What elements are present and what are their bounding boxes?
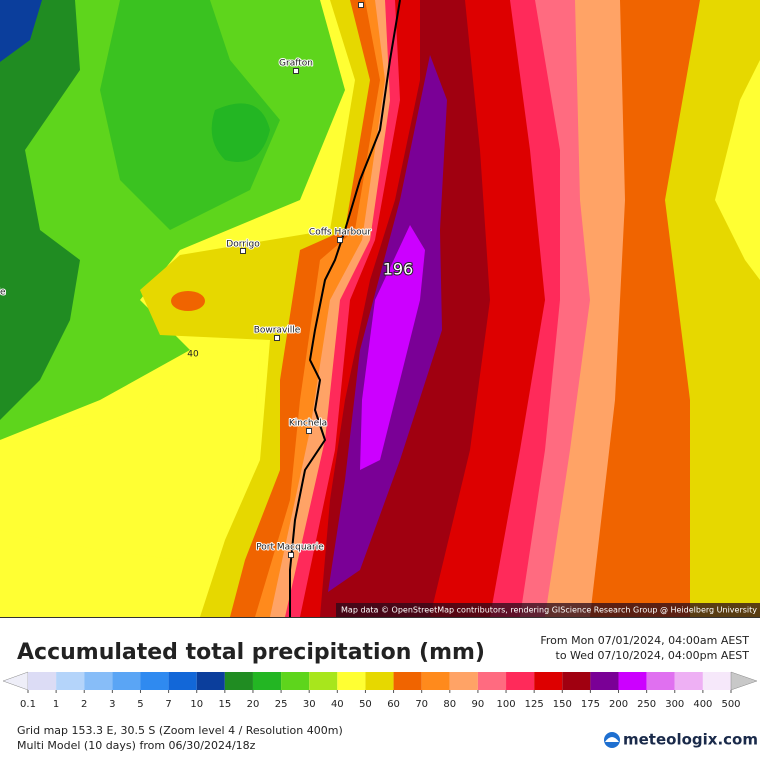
legend-swatch — [168, 672, 197, 690]
legend-tick-label: 400 — [693, 699, 712, 710]
legend-swatch — [674, 672, 703, 690]
attribution: Map data © OpenStreetMap contributors, r… — [341, 606, 757, 615]
legend-swatch — [618, 672, 647, 690]
legend-tick-label: 500 — [721, 699, 740, 710]
legend-tick-label: 15 — [218, 699, 231, 710]
legend-tick-label: 25 — [275, 699, 288, 710]
map-band — [0, 0, 42, 62]
legend-tick-label: 80 — [443, 699, 456, 710]
place-label: Coffs Harbour — [309, 228, 371, 238]
map-band — [0, 0, 80, 420]
grid-info: Grid map 153.3 E, 30.5 S (Zoom level 4 /… — [17, 724, 343, 737]
legend-tick-label: 0.1 — [20, 699, 36, 710]
legend-tick-label: 175 — [581, 699, 600, 710]
map-band — [100, 0, 280, 230]
legend-swatch — [337, 672, 366, 690]
legend: 0.1 1 2 3 5 7 10 15 20 25 30 40 50 60 70 80 90 100 125 150 1… — [2, 671, 758, 710]
place-label: Kinchela — [289, 419, 327, 429]
legend-tick-label: 2 — [81, 699, 87, 710]
legend-under — [2, 671, 29, 691]
legend-swatch — [140, 672, 169, 690]
legend-tick-label: 70 — [415, 699, 428, 710]
contour-label: 196 — [383, 260, 414, 279]
model-info: Multi Model (10 days) from 06/30/2024/18… — [17, 739, 256, 752]
legend-over — [730, 671, 758, 691]
place-label: Port Macquarie — [256, 543, 324, 553]
legend-swatch — [84, 672, 113, 690]
place-label: Bowraville — [254, 326, 301, 336]
place-marker — [274, 335, 280, 341]
place-label: Dorrigo — [226, 240, 260, 250]
legend-swatch — [702, 672, 731, 690]
legend-tick-label: 7 — [165, 699, 171, 710]
map-band — [0, 350, 260, 560]
legend-tick-label: 5 — [137, 699, 143, 710]
legend-swatch — [421, 672, 450, 690]
period-from: From Mon 07/01/2024, 04:00am AEST — [540, 634, 749, 647]
place-marker — [240, 248, 246, 254]
legend-tick-label: 10 — [190, 699, 203, 710]
legend-swatch — [196, 672, 225, 690]
legend-swatch — [562, 672, 591, 690]
legend-tick-label: 60 — [387, 699, 400, 710]
legend-swatch — [449, 672, 478, 690]
legend-tick-label: 20 — [247, 699, 260, 710]
legend-swatch — [534, 672, 563, 690]
legend-swatch — [393, 672, 422, 690]
legend-swatch — [252, 672, 282, 690]
legend-swatch — [112, 672, 141, 690]
legend-swatch — [281, 672, 310, 690]
legend-tick-label: 50 — [359, 699, 372, 710]
place-marker — [288, 552, 294, 558]
place-label: Grafton — [279, 59, 313, 69]
coastline — [289, 0, 401, 617]
legend-swatch — [506, 672, 535, 690]
legend-tick-label: 250 — [637, 699, 656, 710]
legend-swatch — [365, 672, 394, 690]
logo[interactable]: meteologix.com — [623, 731, 758, 749]
legend-swatch — [590, 672, 619, 690]
legend-tick-label: 3 — [109, 699, 115, 710]
place-marker — [358, 2, 364, 8]
legend-tick-label: 90 — [472, 699, 485, 710]
map-band — [715, 60, 760, 280]
period-to: to Wed 07/10/2024, 04:00pm AEST — [556, 649, 750, 662]
map-band — [171, 291, 205, 311]
legend-swatch — [56, 672, 85, 690]
legend-tick-label: 125 — [525, 699, 544, 710]
attribution-bg — [336, 603, 760, 617]
contour-label: 40 — [187, 350, 199, 360]
legend-tick-label: 150 — [553, 699, 572, 710]
legend-swatch — [309, 672, 338, 690]
legend-swatch — [477, 672, 507, 690]
legend-tick-label: 300 — [665, 699, 684, 710]
title: Accumulated total precipitation (mm) — [17, 640, 485, 665]
legend-tick-label: 1 — [53, 699, 59, 710]
place-marker — [337, 237, 343, 243]
legend-tick-label: 30 — [303, 699, 316, 710]
logo-icon — [605, 737, 619, 742]
legend-swatch — [646, 672, 675, 690]
legend-tick-label: 40 — [331, 699, 344, 710]
map-band — [360, 225, 425, 470]
legend-tick-label: 100 — [496, 699, 515, 710]
legend-swatch — [28, 672, 57, 690]
place-label: ale — [0, 288, 6, 298]
legend-swatch — [224, 672, 253, 690]
precipitation-map: Grafton Dorrigo Coffs Harbour Bowraville Kin… — [0, 0, 760, 617]
place-marker — [293, 68, 299, 74]
legend-tick-label: 200 — [609, 699, 628, 710]
place-marker — [306, 428, 312, 434]
